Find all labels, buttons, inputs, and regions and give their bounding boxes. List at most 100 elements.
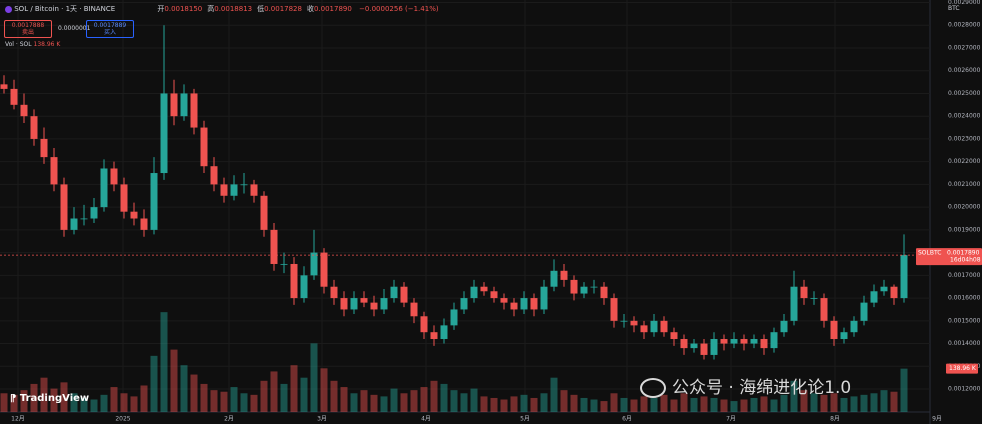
candle-body [780, 320, 788, 333]
volume-value: 138.96 K [33, 41, 61, 48]
candle-body [510, 302, 518, 310]
candle-body [50, 157, 58, 185]
candle-body [400, 286, 408, 303]
candle-body [900, 255, 908, 299]
candle-body [630, 320, 638, 326]
y-tick-label: 0.0025000 [948, 90, 981, 97]
y-tick-label: 0.0020000 [948, 204, 981, 211]
countdown: 16d04h08 [950, 257, 981, 264]
y-tick-label: 0.0022000 [948, 158, 981, 165]
volume-bar [720, 399, 728, 412]
candle-body [200, 127, 208, 167]
candle-body [710, 339, 718, 355]
candle-body [160, 93, 168, 174]
watermark-text: 公众号 · 海绵进化论1.0 [672, 378, 852, 398]
ohlc-label: 高 [207, 5, 215, 13]
candle-body [670, 332, 678, 340]
y-tick-label: 0.0012000 [948, 386, 981, 393]
candle-body [260, 195, 268, 230]
candle-body [560, 270, 568, 280]
ohlc: 开0.0018150 高0.0018813 低0.0017828 收0.0017890 [157, 5, 356, 13]
candle-body [820, 298, 828, 321]
volume-bar [580, 397, 588, 412]
volume-bar [220, 391, 228, 412]
candle-body [580, 286, 588, 294]
sell-label: 卖出 [21, 29, 34, 36]
buy-button[interactable]: 0.0017889 买入 [86, 20, 134, 38]
candle-body [500, 298, 508, 303]
volume-bar [150, 355, 158, 412]
logo-text: TradingView [19, 393, 90, 404]
candle-body [480, 286, 488, 292]
volume-bar [490, 397, 498, 412]
volume-bar [40, 377, 48, 412]
volume-bar [620, 397, 628, 412]
candle-body [270, 229, 278, 264]
candle-body [790, 286, 798, 321]
y-tick-label: 0.0029000 [948, 0, 981, 6]
volume-bar [50, 388, 58, 412]
volume-bar [330, 380, 338, 412]
ohlc-value: 0.0017828 [264, 5, 302, 13]
x-tick-label: 5月 [520, 416, 530, 423]
volume-bar [240, 393, 248, 412]
candle-body [240, 184, 248, 186]
ohlc-label: 开 [157, 5, 165, 13]
volume-bar [440, 383, 448, 412]
volume-bar [760, 396, 768, 412]
symbol-line: SOL / Bitcoin · 1天 · BINANCE 开0.0018150 高… [5, 4, 439, 14]
volume-bar [550, 377, 558, 412]
volume-bar [60, 382, 68, 412]
change: −0.0000256 (−1.41%) [359, 5, 439, 13]
volume-bar [430, 380, 438, 412]
candle-body [680, 339, 688, 349]
candle-body [520, 298, 528, 310]
candle-body [230, 184, 238, 196]
candle-body [550, 270, 558, 287]
x-tick-label: 2025 [115, 416, 130, 423]
ohlc-value: 0.0018813 [214, 5, 253, 13]
symbol: SOL / Bitcoin · 1天 · BINANCE [14, 5, 116, 13]
volume-legend: Vol · SOL 138.96 K [5, 41, 60, 48]
candle-body [740, 339, 748, 344]
volume-bar [750, 397, 758, 412]
candle-body [290, 263, 298, 299]
candle-body [840, 332, 848, 340]
volume-bar [0, 393, 8, 412]
candle-body [770, 332, 778, 349]
volume-bar [730, 401, 738, 412]
candle-body [760, 339, 768, 349]
volume-bar [90, 399, 98, 412]
tag-price: 0.0017890 [947, 250, 980, 257]
volume-bar [120, 393, 128, 412]
volume-bar [890, 391, 898, 412]
volume-bar [260, 380, 268, 412]
volume-bar [650, 397, 658, 412]
y-tick-label: 0.0024000 [948, 113, 981, 120]
candle-body [620, 320, 628, 322]
volume-bar [540, 393, 548, 412]
volume-bar [110, 387, 118, 412]
sell-button[interactable]: 0.0017888 卖出 [4, 20, 52, 38]
volume-bar [210, 390, 218, 412]
candle-body [390, 286, 398, 299]
volume-bar [180, 365, 188, 412]
volume-bar [170, 349, 178, 412]
volume-bar [800, 390, 808, 412]
volume-bar [770, 399, 778, 412]
volume-bar [660, 394, 668, 412]
candle-body [250, 184, 258, 196]
candle-body [600, 286, 608, 299]
volume-bar [420, 387, 428, 412]
candle-body [150, 173, 158, 230]
price-tag [916, 248, 982, 266]
volume-bar [70, 393, 78, 412]
currency[interactable]: BTC [948, 5, 960, 12]
volume-bar [380, 396, 388, 412]
y-tick-label: 0.0015000 [948, 317, 981, 324]
volume-bar [310, 343, 318, 412]
volume-bar [480, 396, 488, 412]
x-tick-label: 12月 [11, 416, 25, 423]
